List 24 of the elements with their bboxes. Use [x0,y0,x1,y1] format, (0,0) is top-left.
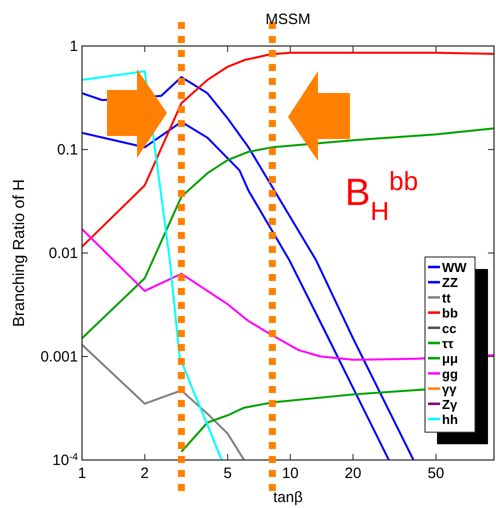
y-tick-label: 10$^{-4}$ [52,452,78,469]
y-tick-label: 1 [70,38,78,55]
legend-label: cc [442,320,456,336]
legend-label: tt [442,290,452,306]
x-tick-label: 20 [344,465,362,482]
legend-label: hh [442,412,458,427]
legend-label: WW [442,260,468,275]
y-tick-label: 0.01 [48,245,78,262]
chart-title: MSSM [266,11,310,28]
legend-label: γγ [442,382,458,397]
legend-label: gg [442,366,458,382]
legend-label: bb [442,306,458,321]
legend-label: Zγ [442,396,458,412]
x-tick-label: 2 [140,465,149,482]
legend-label: μμ [442,351,458,366]
x-axis-title: tanβ [273,489,304,506]
y-tick-label: 0.001 [40,348,78,366]
y-tick-label: 0.1 [57,142,78,158]
x-tick-label: 10 [282,465,299,482]
y-axis-title: Branching Ratio of H [11,179,28,327]
x-tick-label: 5 [223,465,232,482]
legend-label: ZZ [442,275,458,290]
x-tick-label: 50 [428,465,444,482]
legend-label: ττ [442,336,454,351]
